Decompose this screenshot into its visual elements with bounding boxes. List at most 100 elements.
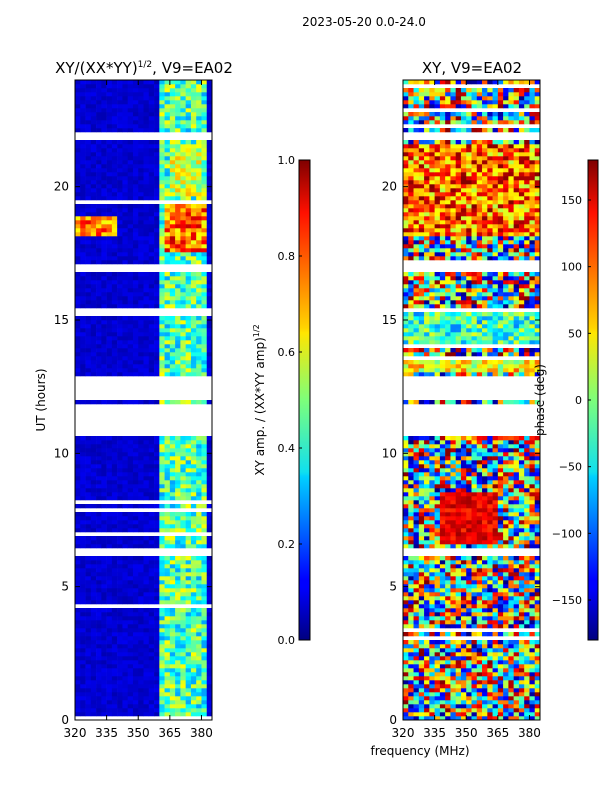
amp-cell	[138, 696, 144, 701]
phase-cell	[455, 484, 462, 489]
phase-cell	[455, 700, 462, 705]
amp-cell	[169, 336, 176, 341]
amp-cell	[206, 328, 213, 333]
amp-cell	[175, 356, 181, 361]
amp-cell	[206, 204, 213, 209]
phase-cell	[408, 608, 414, 613]
amp-cell	[75, 600, 81, 605]
amp-cell	[90, 196, 97, 201]
amp-cell	[80, 436, 86, 441]
amp-cell	[117, 628, 123, 633]
amp-cell	[164, 584, 171, 589]
phase-cell	[513, 580, 520, 585]
phase-cell	[439, 656, 446, 661]
phase-cell	[497, 540, 504, 545]
amp-cell	[101, 444, 107, 449]
amp-cell	[143, 400, 150, 405]
phase-cell	[424, 604, 430, 609]
amp-cell	[111, 524, 118, 529]
amp-cell	[148, 512, 155, 517]
amp-cell	[106, 620, 113, 625]
amp-cell	[122, 224, 128, 229]
amp-cell	[80, 644, 86, 649]
amp-cell	[159, 336, 165, 341]
amp-cell	[106, 520, 113, 525]
phase-cell	[450, 504, 456, 509]
amp-cell	[143, 228, 150, 233]
amp-cell	[169, 128, 176, 133]
phase-cell	[445, 656, 451, 661]
phase-cell	[450, 580, 456, 585]
amp-cell	[127, 480, 134, 485]
amp-cell	[180, 544, 186, 549]
amp-cell	[169, 96, 176, 101]
amp-cell	[122, 236, 128, 241]
phase-cell	[445, 480, 451, 485]
amp-cell	[132, 632, 139, 637]
amp-cell	[132, 680, 139, 685]
amp-cell	[101, 452, 107, 457]
phase-cell	[424, 676, 430, 681]
amp-cell	[175, 304, 181, 309]
amp-cell	[138, 472, 144, 477]
amp-cell	[180, 288, 186, 293]
phase-cell	[529, 664, 536, 669]
amp-cell	[185, 364, 192, 369]
amp-cell	[169, 664, 176, 669]
amp-cell	[90, 172, 97, 177]
amp-cell	[138, 444, 144, 449]
amp-cell	[75, 684, 81, 689]
amp-cell	[185, 292, 192, 297]
amp-cell	[169, 672, 176, 677]
phase-cell	[429, 524, 435, 529]
amp-cell	[164, 188, 171, 193]
amp-cell	[164, 620, 171, 625]
amp-cell	[122, 476, 128, 481]
amp-cell	[180, 296, 186, 301]
phase-cell	[450, 520, 456, 525]
amp-cell	[159, 216, 165, 221]
phase-cell	[429, 596, 435, 601]
amp-cell	[154, 100, 160, 105]
amp-cell	[143, 632, 150, 637]
amp-cell	[132, 160, 139, 165]
amp-cell	[127, 176, 134, 181]
amp-cell	[132, 340, 139, 345]
amp-cell	[143, 600, 150, 605]
amp-cell	[201, 700, 208, 705]
amp-cell	[132, 540, 139, 545]
phase-cell	[503, 616, 509, 621]
amp-cell	[117, 448, 123, 453]
phase-cell	[403, 688, 409, 693]
amp-cell	[159, 108, 165, 113]
phase-cell	[455, 556, 462, 561]
phase-cell	[408, 592, 414, 597]
phase-cell	[482, 644, 488, 649]
amp-cell	[127, 204, 134, 209]
phase-cell	[497, 676, 504, 681]
amp-cell	[122, 632, 128, 637]
phase-cell	[487, 592, 493, 597]
phase-cell	[450, 532, 456, 537]
amp-cell	[169, 144, 176, 149]
amp-cell	[80, 84, 86, 89]
amp-cell	[106, 488, 113, 493]
amp-cell	[106, 512, 113, 517]
phase-cell	[476, 608, 483, 613]
phase-cell	[524, 540, 530, 545]
amp-cell	[132, 288, 139, 293]
amp-cell	[122, 580, 128, 585]
amp-cell	[138, 112, 144, 117]
amp-cell	[154, 708, 160, 713]
phase-cell	[403, 660, 409, 665]
amp-cell	[159, 492, 165, 497]
amp-cell	[138, 612, 144, 617]
amp-cell	[122, 148, 128, 153]
phase-cell	[492, 488, 499, 493]
amp-cell	[196, 356, 202, 361]
amp-cell	[206, 580, 213, 585]
amp-cell	[201, 608, 208, 613]
amp-cell	[196, 104, 202, 109]
amp-cell	[201, 260, 208, 265]
